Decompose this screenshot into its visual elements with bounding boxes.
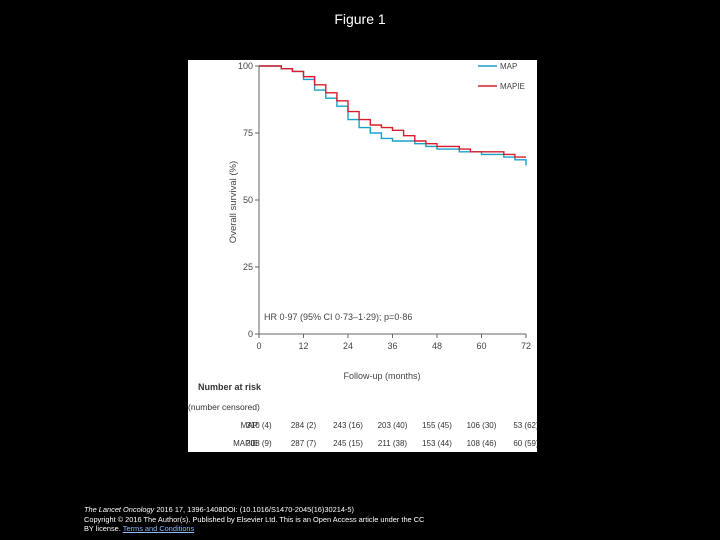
- y-axis-title: Overall survival (%): [228, 161, 239, 243]
- risk-cell-mapie-12: 287 (7): [291, 439, 317, 448]
- x-tick-label: 36: [387, 341, 397, 351]
- x-tick-label: 60: [476, 341, 486, 351]
- risk-cell-map-0: 310 (4): [246, 421, 272, 430]
- y-tick-label: 75: [243, 128, 253, 138]
- series-line-mapie: [259, 65, 526, 158]
- risk-cell-map-60: 106 (30): [467, 421, 497, 430]
- citation-license-prefix: BY license.: [84, 524, 121, 534]
- slide-title: Figure 1: [334, 11, 386, 27]
- x-tick-label: 72: [521, 341, 531, 351]
- citation-line-1: The Lancet Oncology 2016 17, 1396-1408DO…: [84, 505, 524, 515]
- y-tick-label: 100: [238, 61, 253, 71]
- risk-cell-mapie-60: 108 (46): [467, 439, 497, 448]
- risk-cell-mapie-48: 153 (44): [422, 439, 452, 448]
- x-tick-label: 24: [343, 341, 353, 351]
- citation-line-3: BY license. Terms and Conditions: [84, 524, 524, 534]
- terms-and-conditions-link[interactable]: Terms and Conditions: [122, 524, 195, 534]
- citation-copyright: Copyright © 2016 The Author(s). Publishe…: [84, 514, 425, 524]
- risk-table-header: Number at risk: [198, 382, 262, 392]
- risk-cell-mapie-36: 211 (38): [378, 439, 408, 448]
- axes-layer: [255, 65, 527, 338]
- hazard-ratio-annotation: HR 0·97 (95% CI 0·73–1·29); p=0·86: [264, 312, 412, 322]
- y-tick-label: 50: [243, 195, 253, 205]
- risk-cell-map-12: 284 (2): [291, 421, 317, 430]
- x-tick-label: 12: [298, 341, 308, 351]
- risk-cell-map-48: 155 (45): [422, 421, 452, 430]
- risk-row-label-mapie: MAPIE: [233, 439, 258, 448]
- risk-cell-map-36: 203 (40): [378, 421, 408, 430]
- x-tick-label: 0: [256, 341, 261, 351]
- risk-table-subheader: (number censored): [188, 402, 260, 412]
- y-tick-label: 25: [243, 262, 253, 272]
- risk-cell-mapie-24: 245 (15): [333, 439, 363, 448]
- risk-cell-mapie-0: 308 (9): [246, 439, 272, 448]
- series-layer: [259, 65, 527, 166]
- survival-chart: 0 25 50 75 100 0 12 24 36 48 60 72 Follow-up (months…: [188, 61, 537, 448]
- series-line-map: [259, 65, 527, 166]
- x-tick-label: 48: [432, 341, 442, 351]
- x-axis-title: Follow-up (months): [343, 371, 420, 381]
- risk-row-label-map: MAP: [241, 421, 258, 430]
- citation-journal: The Lancet Oncology: [84, 505, 155, 514]
- citation: The Lancet Oncology 2016 17, 1396-1408DO…: [84, 505, 524, 534]
- figure-panel: 0 25 50 75 100 0 12 24 36 48 60 72 Follow-up (months…: [188, 60, 537, 452]
- label-layer: 0 25 50 75 100 0 12 24 36 48 60 72 Follow-up (months…: [188, 61, 537, 448]
- citation-reference: 2016 17, 1396-1408DOI: (10.1016/S1470-20…: [154, 505, 354, 514]
- legend-label-mapie: MAPIE: [500, 82, 525, 91]
- risk-cell-map-24: 243 (16): [333, 421, 363, 430]
- risk-cell-mapie-72: 60 (59): [513, 439, 537, 448]
- legend-label-map: MAP: [500, 62, 517, 71]
- y-tick-label: 0: [248, 329, 253, 339]
- risk-cell-map-72: 53 (62): [513, 421, 537, 430]
